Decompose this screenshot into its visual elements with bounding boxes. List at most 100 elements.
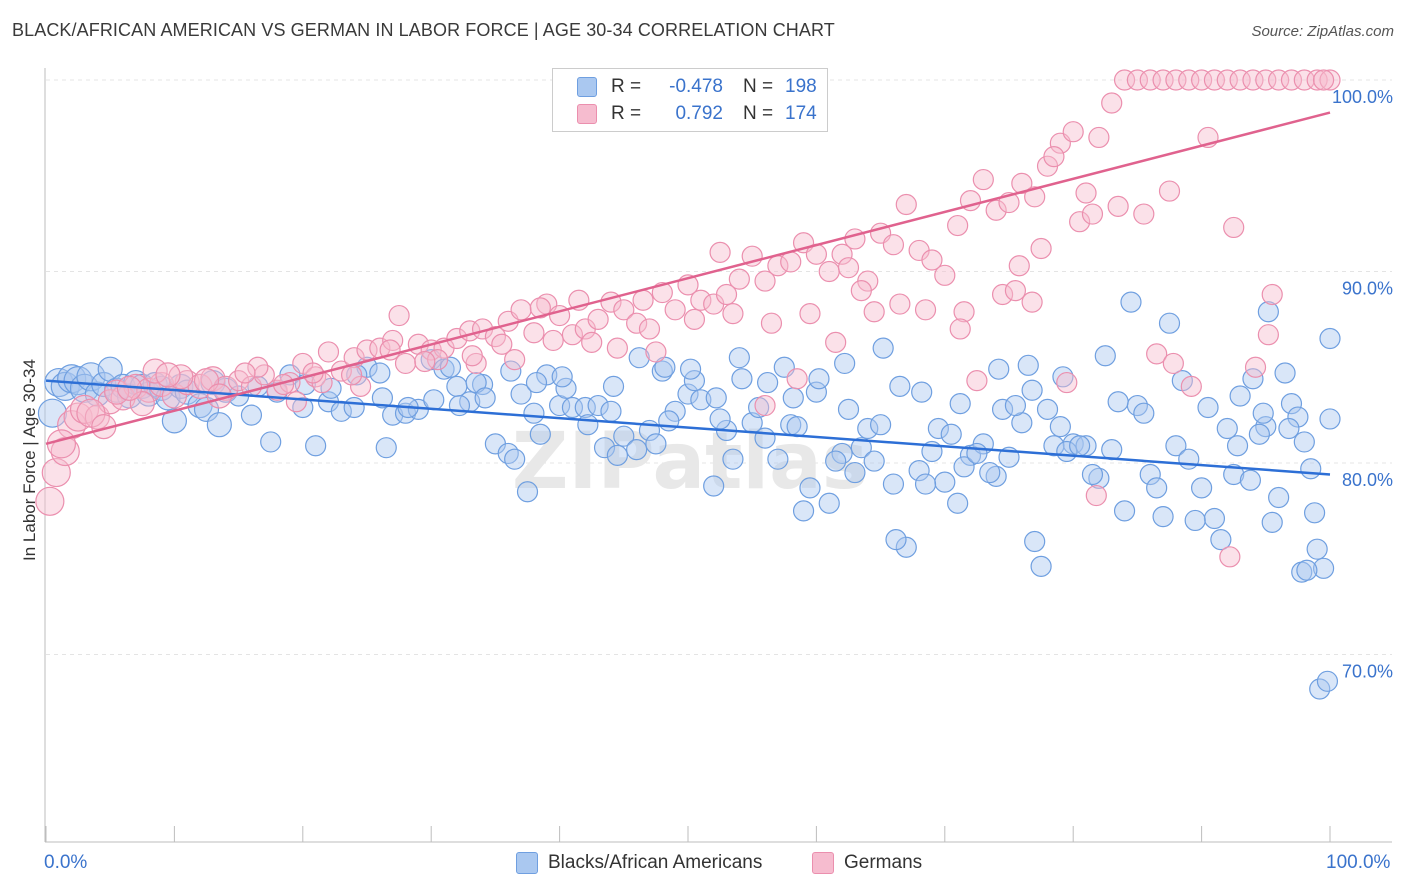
x-axis-max-label: 100.0% xyxy=(1326,852,1391,873)
germans-point xyxy=(966,370,988,392)
blacks-point xyxy=(1223,463,1245,486)
blacks-point xyxy=(593,437,616,459)
blacks-point xyxy=(529,423,551,445)
germans-point xyxy=(1024,186,1046,208)
germans-point xyxy=(1021,291,1043,313)
germans-point xyxy=(1008,255,1030,277)
blacks-point xyxy=(1197,396,1219,419)
germans-point xyxy=(1178,69,1200,91)
germans-point xyxy=(1223,216,1245,239)
germans-point xyxy=(1069,211,1091,233)
germans-point xyxy=(632,289,654,311)
germans-point xyxy=(561,324,584,346)
legend-r-value: -0.478 xyxy=(669,76,723,97)
blacks-point xyxy=(577,414,599,436)
blacks-point xyxy=(1316,670,1339,692)
legend-n-value: 198 xyxy=(785,76,817,97)
germans-point xyxy=(1004,280,1027,302)
blacks-point xyxy=(1101,438,1123,461)
legend-n-label: N = xyxy=(743,76,774,97)
germans-point xyxy=(1255,69,1277,91)
blacks-point xyxy=(1088,467,1110,489)
blacks-point xyxy=(934,471,956,493)
blacks-point xyxy=(1152,506,1174,528)
germans-point xyxy=(587,308,609,330)
germans-point xyxy=(889,293,911,315)
blacks-point xyxy=(1184,509,1206,532)
blacks-point xyxy=(1165,435,1187,457)
blacks-point xyxy=(949,393,971,415)
blacks-point xyxy=(606,444,628,466)
blacks-point xyxy=(525,371,548,394)
blacks-point xyxy=(679,358,702,380)
germans-point xyxy=(285,391,307,413)
germans-point xyxy=(914,299,937,321)
germans-point xyxy=(1261,283,1283,306)
y-tick-label: 90.0% xyxy=(1342,279,1393,299)
germans-point xyxy=(1280,69,1303,91)
germans-point xyxy=(542,329,564,352)
blacks-point xyxy=(979,461,1001,484)
source-note: Source: ZipAtlas.com xyxy=(1251,23,1394,40)
blacks-point xyxy=(825,450,847,472)
blacks-point xyxy=(1036,398,1059,420)
germans-point xyxy=(1216,69,1238,91)
germans-point xyxy=(1062,121,1084,143)
blacks-point xyxy=(792,500,815,522)
germans-point xyxy=(728,268,750,290)
germans-point xyxy=(1158,180,1181,202)
blacks-point xyxy=(1113,500,1136,522)
correlation-legend: R = -0.478 N = 198 R = 0.792 N = 174 xyxy=(552,68,828,132)
germans-point xyxy=(1219,546,1241,568)
germans-point xyxy=(1180,375,1202,397)
germans-point xyxy=(414,350,436,373)
blacks-point xyxy=(587,394,609,417)
blacks-point xyxy=(369,362,391,384)
blacks-point xyxy=(161,408,187,434)
blacks-point xyxy=(889,375,911,397)
blacks-point xyxy=(1303,502,1326,524)
blacks-point xyxy=(240,404,263,426)
blacks-point xyxy=(1261,511,1283,533)
blacks-point xyxy=(1024,530,1046,553)
legend-row-germans: R = 0.792 N = 174 xyxy=(577,102,817,126)
blacks-point xyxy=(683,370,706,392)
bottom-legend-label-blacks: Blacks/African Americans xyxy=(548,852,763,873)
blacks-point xyxy=(1203,507,1226,530)
germans-point xyxy=(1088,126,1110,149)
legend-n-label: N = xyxy=(743,103,774,124)
blacks-point xyxy=(1268,486,1290,509)
germans-point xyxy=(664,299,686,321)
germans-point xyxy=(831,243,853,265)
blacks-point xyxy=(37,398,68,428)
germans-point xyxy=(1312,69,1335,91)
germans-point xyxy=(651,281,673,304)
blacks-point xyxy=(947,492,969,514)
germans-point xyxy=(1133,203,1155,225)
y-axis-title: In Labor Force | Age 30-34 xyxy=(20,359,39,561)
y-tick-label: 80.0% xyxy=(1342,470,1393,490)
blacks-point xyxy=(1226,435,1249,457)
trend-line-germans xyxy=(45,111,1331,446)
blacks-point xyxy=(1043,435,1065,457)
blacks-point xyxy=(1257,301,1279,323)
germans-point xyxy=(850,280,872,302)
germans-point xyxy=(1146,343,1168,365)
blacks-point xyxy=(754,427,776,449)
legend-n-value: 174 xyxy=(785,103,817,124)
blacks-point xyxy=(343,396,365,419)
blacks-point xyxy=(97,356,123,382)
blacks-point xyxy=(1287,406,1309,428)
blacks-point xyxy=(1248,423,1270,445)
blacks-point xyxy=(805,381,828,403)
germans-point xyxy=(1126,69,1149,91)
blacks-point xyxy=(1278,417,1300,440)
blacks-point xyxy=(690,389,712,411)
germans-point xyxy=(863,301,885,323)
blacks-point xyxy=(705,387,727,409)
blacks-point xyxy=(1158,312,1181,334)
legend-r-value: 0.792 xyxy=(675,103,723,124)
blacks-point xyxy=(260,431,282,453)
germans-point xyxy=(972,168,994,191)
germans-point xyxy=(754,270,776,292)
